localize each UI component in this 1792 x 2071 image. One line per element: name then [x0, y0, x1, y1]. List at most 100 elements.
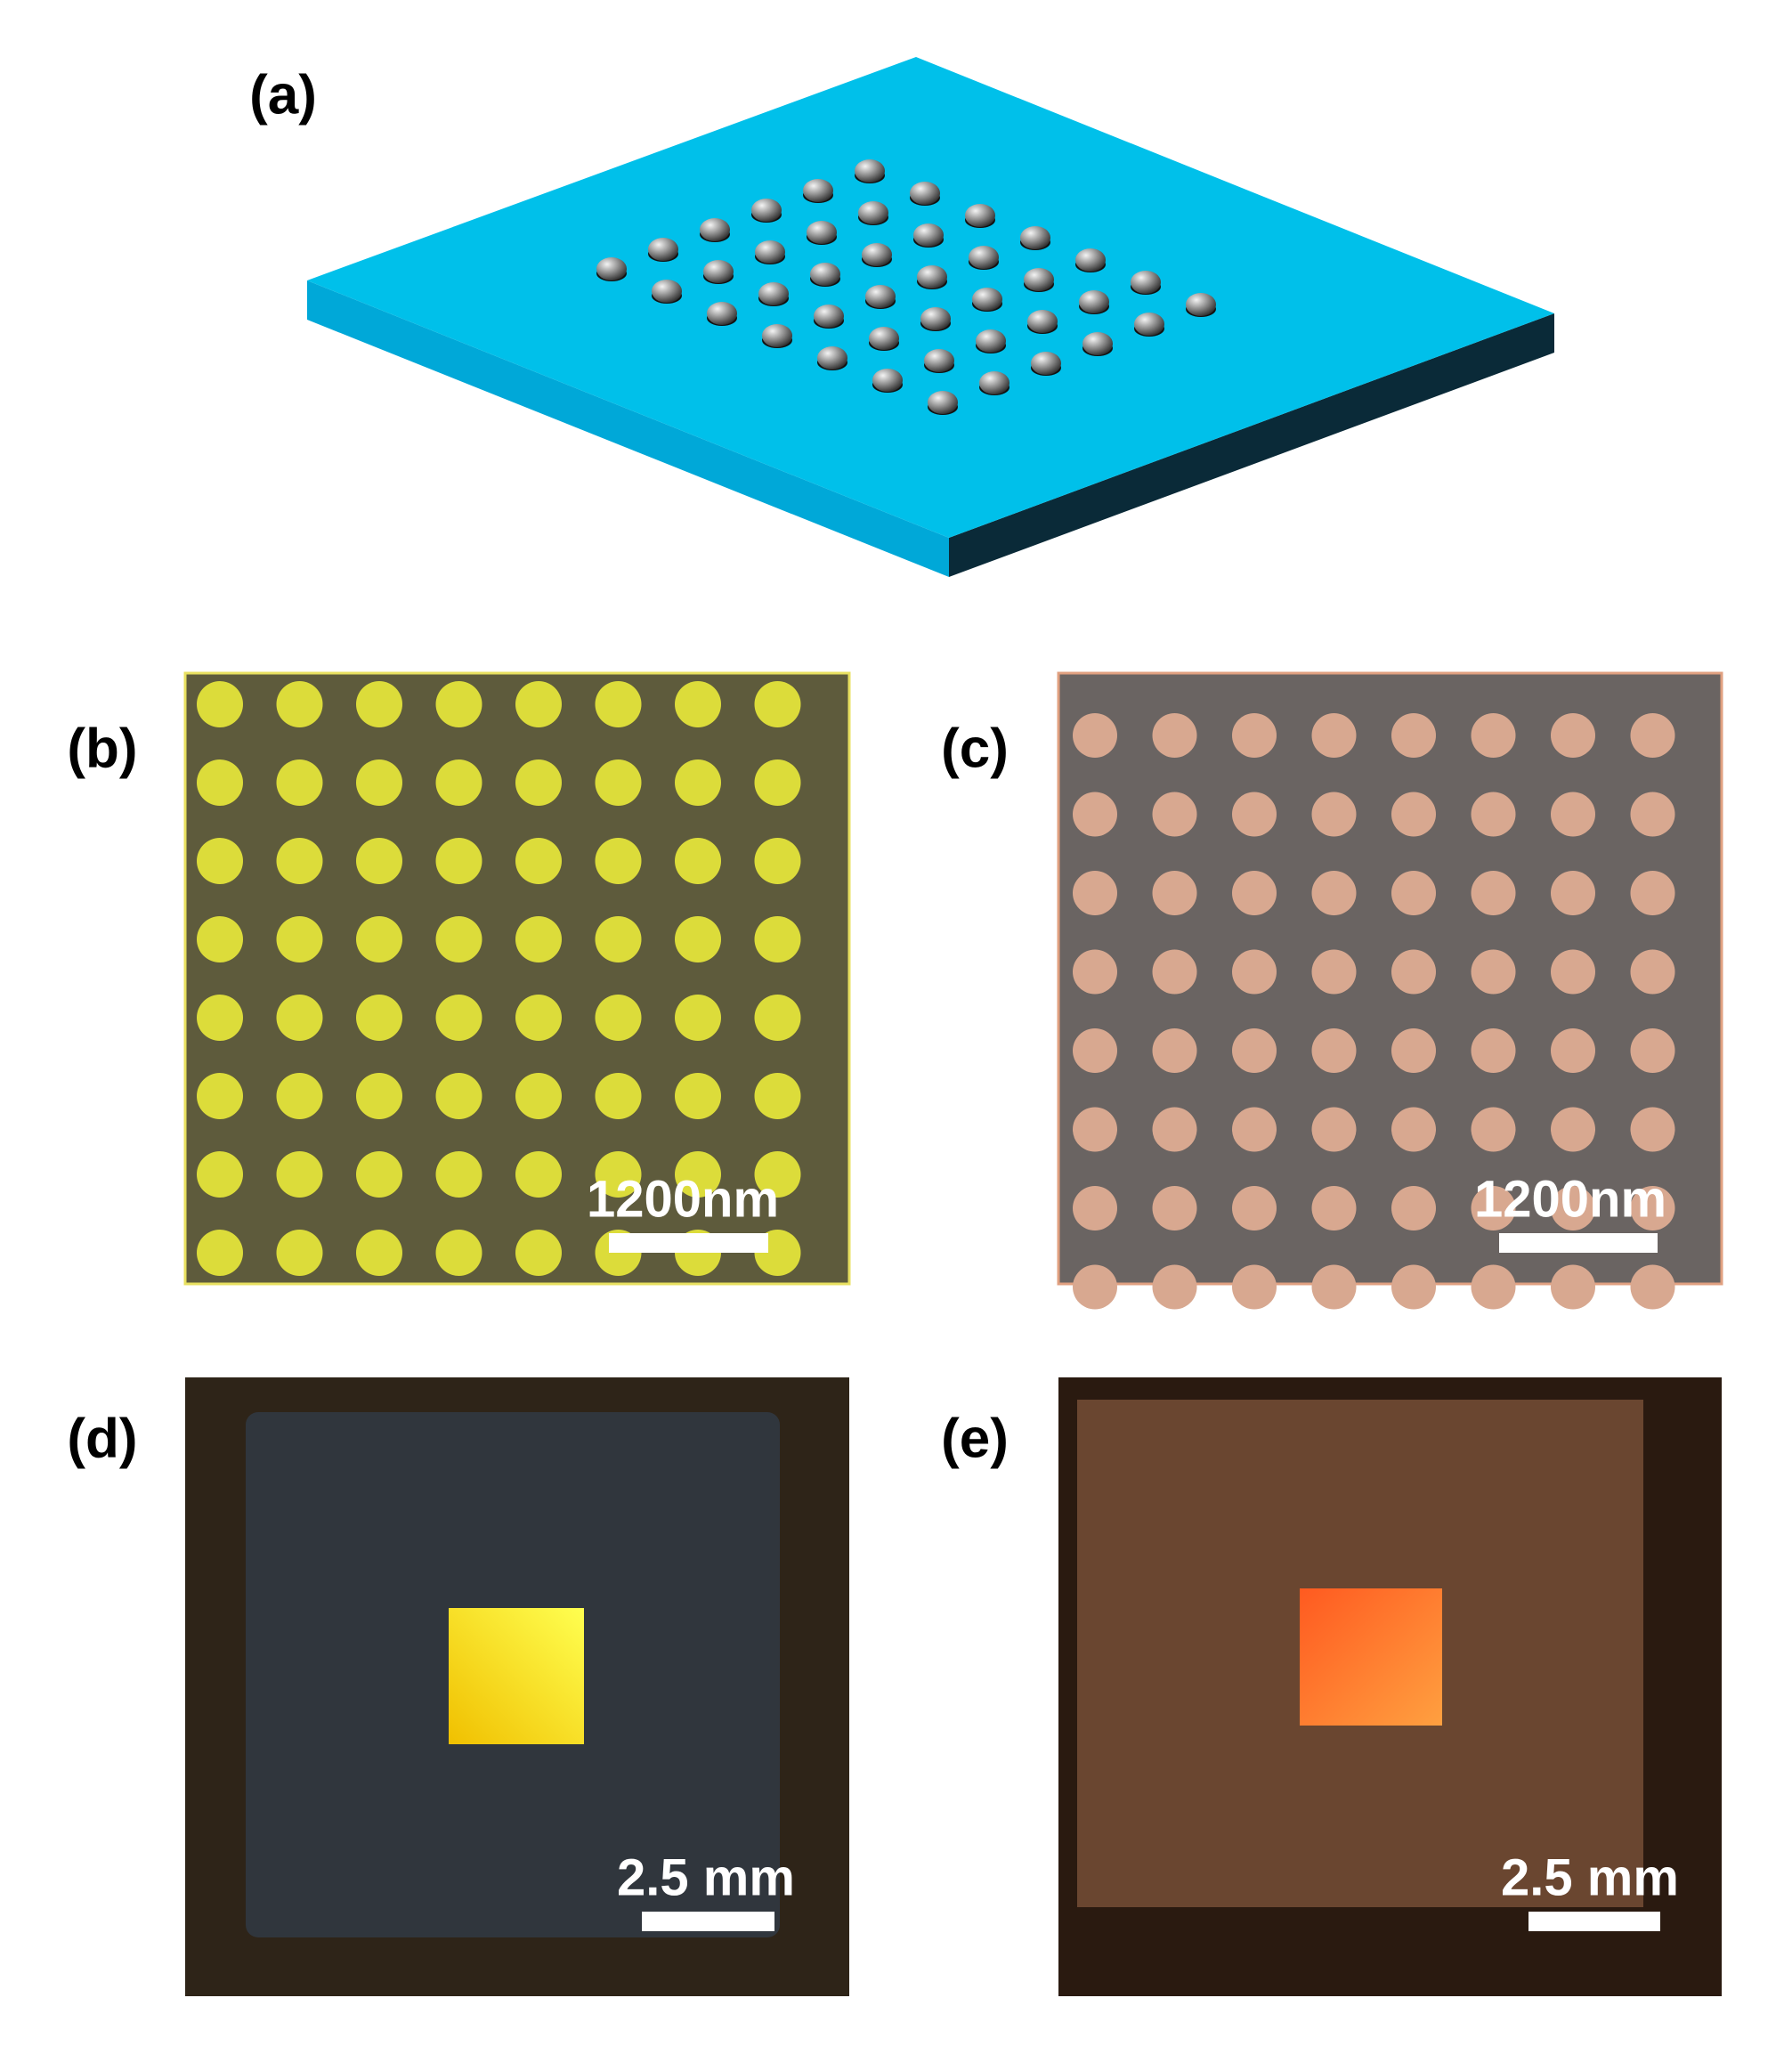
nanodisk: [1551, 1264, 1595, 1310]
nanodisk: [924, 349, 954, 372]
nanodisk: [1471, 1186, 1516, 1230]
nanodisk: [356, 838, 402, 884]
nanodisk: [1152, 1107, 1197, 1152]
nanodisk: [435, 916, 482, 962]
nanodisk: [675, 681, 721, 727]
nanodisk: [1551, 1107, 1595, 1152]
nanodisk: [754, 681, 801, 727]
nanodisk: [1082, 332, 1113, 355]
nanodisk: [1134, 313, 1164, 336]
nanodisk: [928, 391, 958, 414]
nanodisk: [1551, 949, 1595, 995]
nanodisk: [515, 838, 562, 884]
nanodisk: [965, 204, 995, 227]
nanodisk: [515, 1151, 562, 1198]
nanodisk: [197, 1230, 243, 1276]
nanodisk: [1027, 310, 1058, 333]
nanodisk: [1073, 713, 1117, 758]
nanodisk: [814, 305, 844, 328]
photo-e: 2.5 mm: [1058, 1377, 1722, 1996]
nanodisk: [197, 681, 243, 727]
nanodisk: [1073, 792, 1117, 837]
scale-bar-label: 2.5 mm: [617, 1848, 795, 1906]
panel-label: (a): [249, 64, 317, 126]
nanodisk: [435, 681, 482, 727]
nanodisk: [1186, 293, 1216, 316]
nanodisk: [1073, 871, 1117, 915]
nanodisk: [595, 916, 642, 962]
nanodisk: [276, 759, 323, 806]
nanodisk: [762, 324, 792, 347]
nanodisk: [917, 265, 947, 288]
nanodisk: [803, 179, 833, 202]
nanodisk: [1391, 1264, 1436, 1310]
nanodisk: [595, 838, 642, 884]
nanodisk: [979, 371, 1010, 394]
nanodisk: [1471, 1107, 1516, 1152]
nanodisk: [1630, 1107, 1675, 1152]
nanodisk: [197, 1073, 243, 1119]
nanodisk: [976, 329, 1006, 353]
nanodisk: [1471, 713, 1516, 758]
nanodisk: [515, 759, 562, 806]
panel-label: (b): [67, 718, 137, 779]
photo-d: 2.5 mm: [185, 1377, 849, 1996]
nanodisk: [1391, 713, 1436, 758]
nanodisk: [754, 838, 801, 884]
nanodisk: [1630, 871, 1675, 915]
nanodisk: [648, 238, 678, 261]
nanodisk: [707, 302, 737, 325]
nanodisk: [435, 838, 482, 884]
nanodisk: [758, 282, 789, 305]
nanodisk: [1152, 713, 1197, 758]
nanodisk: [1232, 713, 1277, 758]
nanodisk: [1073, 949, 1117, 995]
nanodisk: [754, 1073, 801, 1119]
nanodisk: [1311, 792, 1357, 837]
nanodisk: [596, 257, 627, 280]
nanodisk: [1551, 871, 1595, 915]
nanodisk: [1152, 949, 1197, 995]
nanodisk: [817, 346, 847, 370]
nanodisk: [755, 240, 785, 264]
nanodisk: [1551, 1028, 1595, 1073]
nanodisk: [1391, 871, 1436, 915]
nanodisk: [1024, 268, 1054, 291]
scale-bar-label: 1200nm: [1474, 1170, 1666, 1228]
nanodisk: [1630, 1264, 1675, 1310]
nanodisk: [703, 260, 734, 283]
nanodisk: [675, 916, 721, 962]
nanodisk: [972, 288, 1002, 311]
sem-image-b: 1200nm: [183, 671, 851, 1286]
nanodisk: [754, 995, 801, 1041]
nanodisk: [197, 1151, 243, 1198]
nanodisk: [862, 243, 892, 266]
nanodisk: [1311, 949, 1357, 995]
nanodisk: [1152, 1186, 1197, 1230]
nanodisk: [356, 681, 402, 727]
nanodisk: [1232, 1264, 1277, 1310]
nanodisk: [1073, 1186, 1117, 1230]
nanodisk: [807, 221, 837, 244]
nanodisk: [910, 182, 940, 205]
nanodisk: [356, 759, 402, 806]
nanodisk: [1391, 792, 1436, 837]
nanodisk: [1232, 792, 1277, 837]
nanodisk: [1630, 1028, 1675, 1073]
nanodisk: [1630, 792, 1675, 837]
nanodisk: [1152, 1028, 1197, 1073]
nanodisk: [356, 1230, 402, 1276]
nanodisk: [435, 995, 482, 1041]
nanodisk: [855, 159, 885, 183]
nanodisk: [1311, 713, 1357, 758]
nanodisk: [675, 1073, 721, 1119]
sem-image-c: 1200nm: [1057, 671, 1723, 1310]
nanodisk: [276, 995, 323, 1041]
nanodisk: [1391, 949, 1436, 995]
nanodisk: [810, 263, 840, 286]
nanodisk: [1311, 1186, 1357, 1230]
nanodisk: [1551, 713, 1595, 758]
nanodisk: [356, 1073, 402, 1119]
nanodisk: [1471, 792, 1516, 837]
